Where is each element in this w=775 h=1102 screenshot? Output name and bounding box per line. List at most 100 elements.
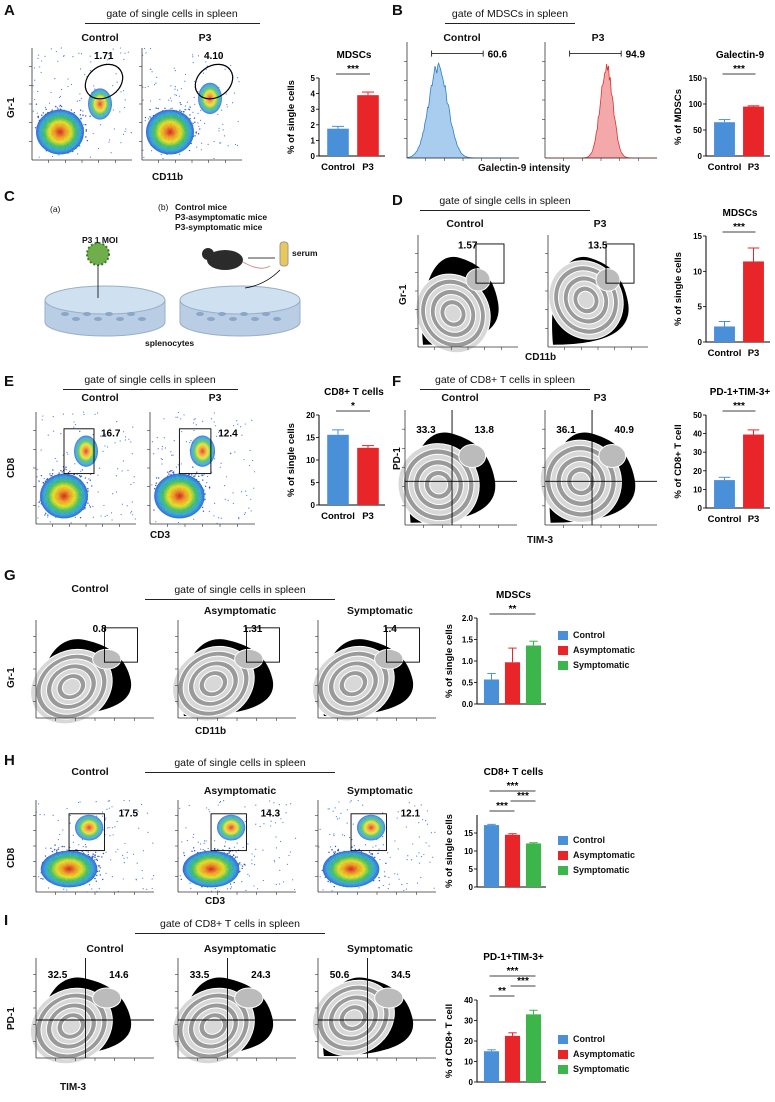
event-dot	[190, 887, 192, 890]
event-dot	[180, 103, 182, 106]
event-dot	[133, 482, 135, 484]
event-dot	[278, 803, 280, 806]
event-dot	[251, 419, 253, 421]
cell	[94, 317, 102, 321]
event-dot	[280, 818, 282, 820]
event-dot	[388, 883, 390, 885]
event-dot	[78, 52, 80, 54]
y-axis-label: Gr-1	[6, 667, 17, 688]
population-blob	[88, 88, 112, 120]
event-dot	[50, 91, 52, 94]
event-dot	[170, 451, 172, 453]
pseudocolor-dot-plot: 17.5	[33, 799, 155, 895]
event-dot	[126, 505, 128, 507]
event-dot	[151, 71, 153, 73]
event-dot	[38, 481, 40, 483]
event-dot	[114, 826, 116, 828]
event-dot	[88, 504, 91, 506]
event-dot	[213, 840, 216, 842]
cell	[116, 317, 124, 321]
gate-percentage: 4.10	[204, 51, 224, 62]
event-dot	[142, 149, 144, 151]
splenocytes-label: splenocytes	[145, 338, 195, 348]
event-dot	[236, 856, 238, 858]
contour-level	[444, 304, 462, 323]
event-dot	[151, 887, 153, 890]
bar-control	[714, 326, 735, 342]
event-dot	[43, 814, 45, 816]
event-dot	[327, 880, 329, 883]
gate-title: gate of MDSCs in spleen	[451, 8, 569, 20]
event-dot	[213, 412, 215, 414]
category-label: Control	[708, 514, 742, 525]
event-dot	[37, 803, 40, 805]
event-dot	[59, 95, 62, 98]
event-dot	[58, 472, 60, 474]
legend-item: Control	[558, 630, 635, 640]
event-dot	[130, 510, 133, 513]
y-tick-label: 2	[311, 121, 316, 130]
gate-title-underline	[420, 389, 590, 390]
event-dot	[189, 114, 191, 116]
event-dot	[333, 834, 335, 837]
event-dot	[153, 453, 155, 455]
event-dot	[176, 89, 179, 91]
event-dot	[236, 77, 239, 79]
petri-dish-rim	[179, 285, 301, 315]
event-dot	[49, 475, 52, 477]
event-dot	[54, 844, 56, 846]
event-dot	[115, 851, 117, 853]
event-dot	[70, 109, 73, 111]
event-dot	[96, 412, 99, 414]
event-dot	[41, 419, 43, 421]
event-dot	[201, 142, 203, 144]
event-dot	[274, 822, 277, 824]
event-dot	[151, 484, 153, 486]
event-dot	[206, 65, 208, 67]
gate-title: gate of single cells in spleen	[439, 195, 571, 207]
event-dot	[120, 513, 122, 516]
event-dot	[70, 83, 73, 86]
event-dot	[116, 820, 118, 823]
event-dot	[110, 152, 112, 154]
event-dot	[189, 106, 191, 108]
event-dot	[117, 468, 119, 470]
event-dot	[239, 862, 241, 864]
histogram-curve	[545, 64, 657, 159]
event-dot	[192, 54, 194, 56]
event-dot	[219, 57, 221, 59]
event-dot	[178, 95, 181, 97]
chart-title: Galectin-9	[716, 50, 765, 61]
legend-swatch	[558, 850, 568, 860]
event-dot	[416, 882, 419, 884]
event-dot	[430, 832, 433, 834]
event-dot	[226, 888, 229, 890]
category-label: P3	[362, 511, 374, 522]
bar-p3	[743, 106, 764, 156]
mouse-tail	[242, 261, 271, 269]
pseudocolor-dot-plot: 14.3	[175, 800, 297, 895]
gate-percentage: 12.1	[401, 809, 421, 820]
y-tick-label: 15	[693, 232, 702, 241]
gate-title-underline	[145, 599, 335, 600]
event-dot	[97, 474, 99, 476]
event-dot	[197, 55, 200, 57]
event-dot	[206, 481, 208, 484]
y-tick-label: 5	[469, 865, 474, 874]
event-dot	[49, 473, 51, 475]
event-dot	[96, 870, 99, 873]
event-dot	[37, 876, 40, 878]
event-dot	[193, 96, 195, 99]
event-dot	[336, 818, 339, 820]
event-dot	[54, 77, 56, 80]
event-dot	[108, 800, 111, 802]
event-dot	[58, 105, 61, 107]
event-dot	[145, 52, 147, 54]
event-dot	[174, 70, 176, 72]
event-dot	[350, 800, 352, 802]
event-dot	[172, 454, 174, 456]
y-tick-label: 20	[306, 411, 315, 420]
event-dot	[382, 812, 384, 814]
event-dot	[243, 513, 246, 516]
event-dot	[218, 130, 220, 132]
